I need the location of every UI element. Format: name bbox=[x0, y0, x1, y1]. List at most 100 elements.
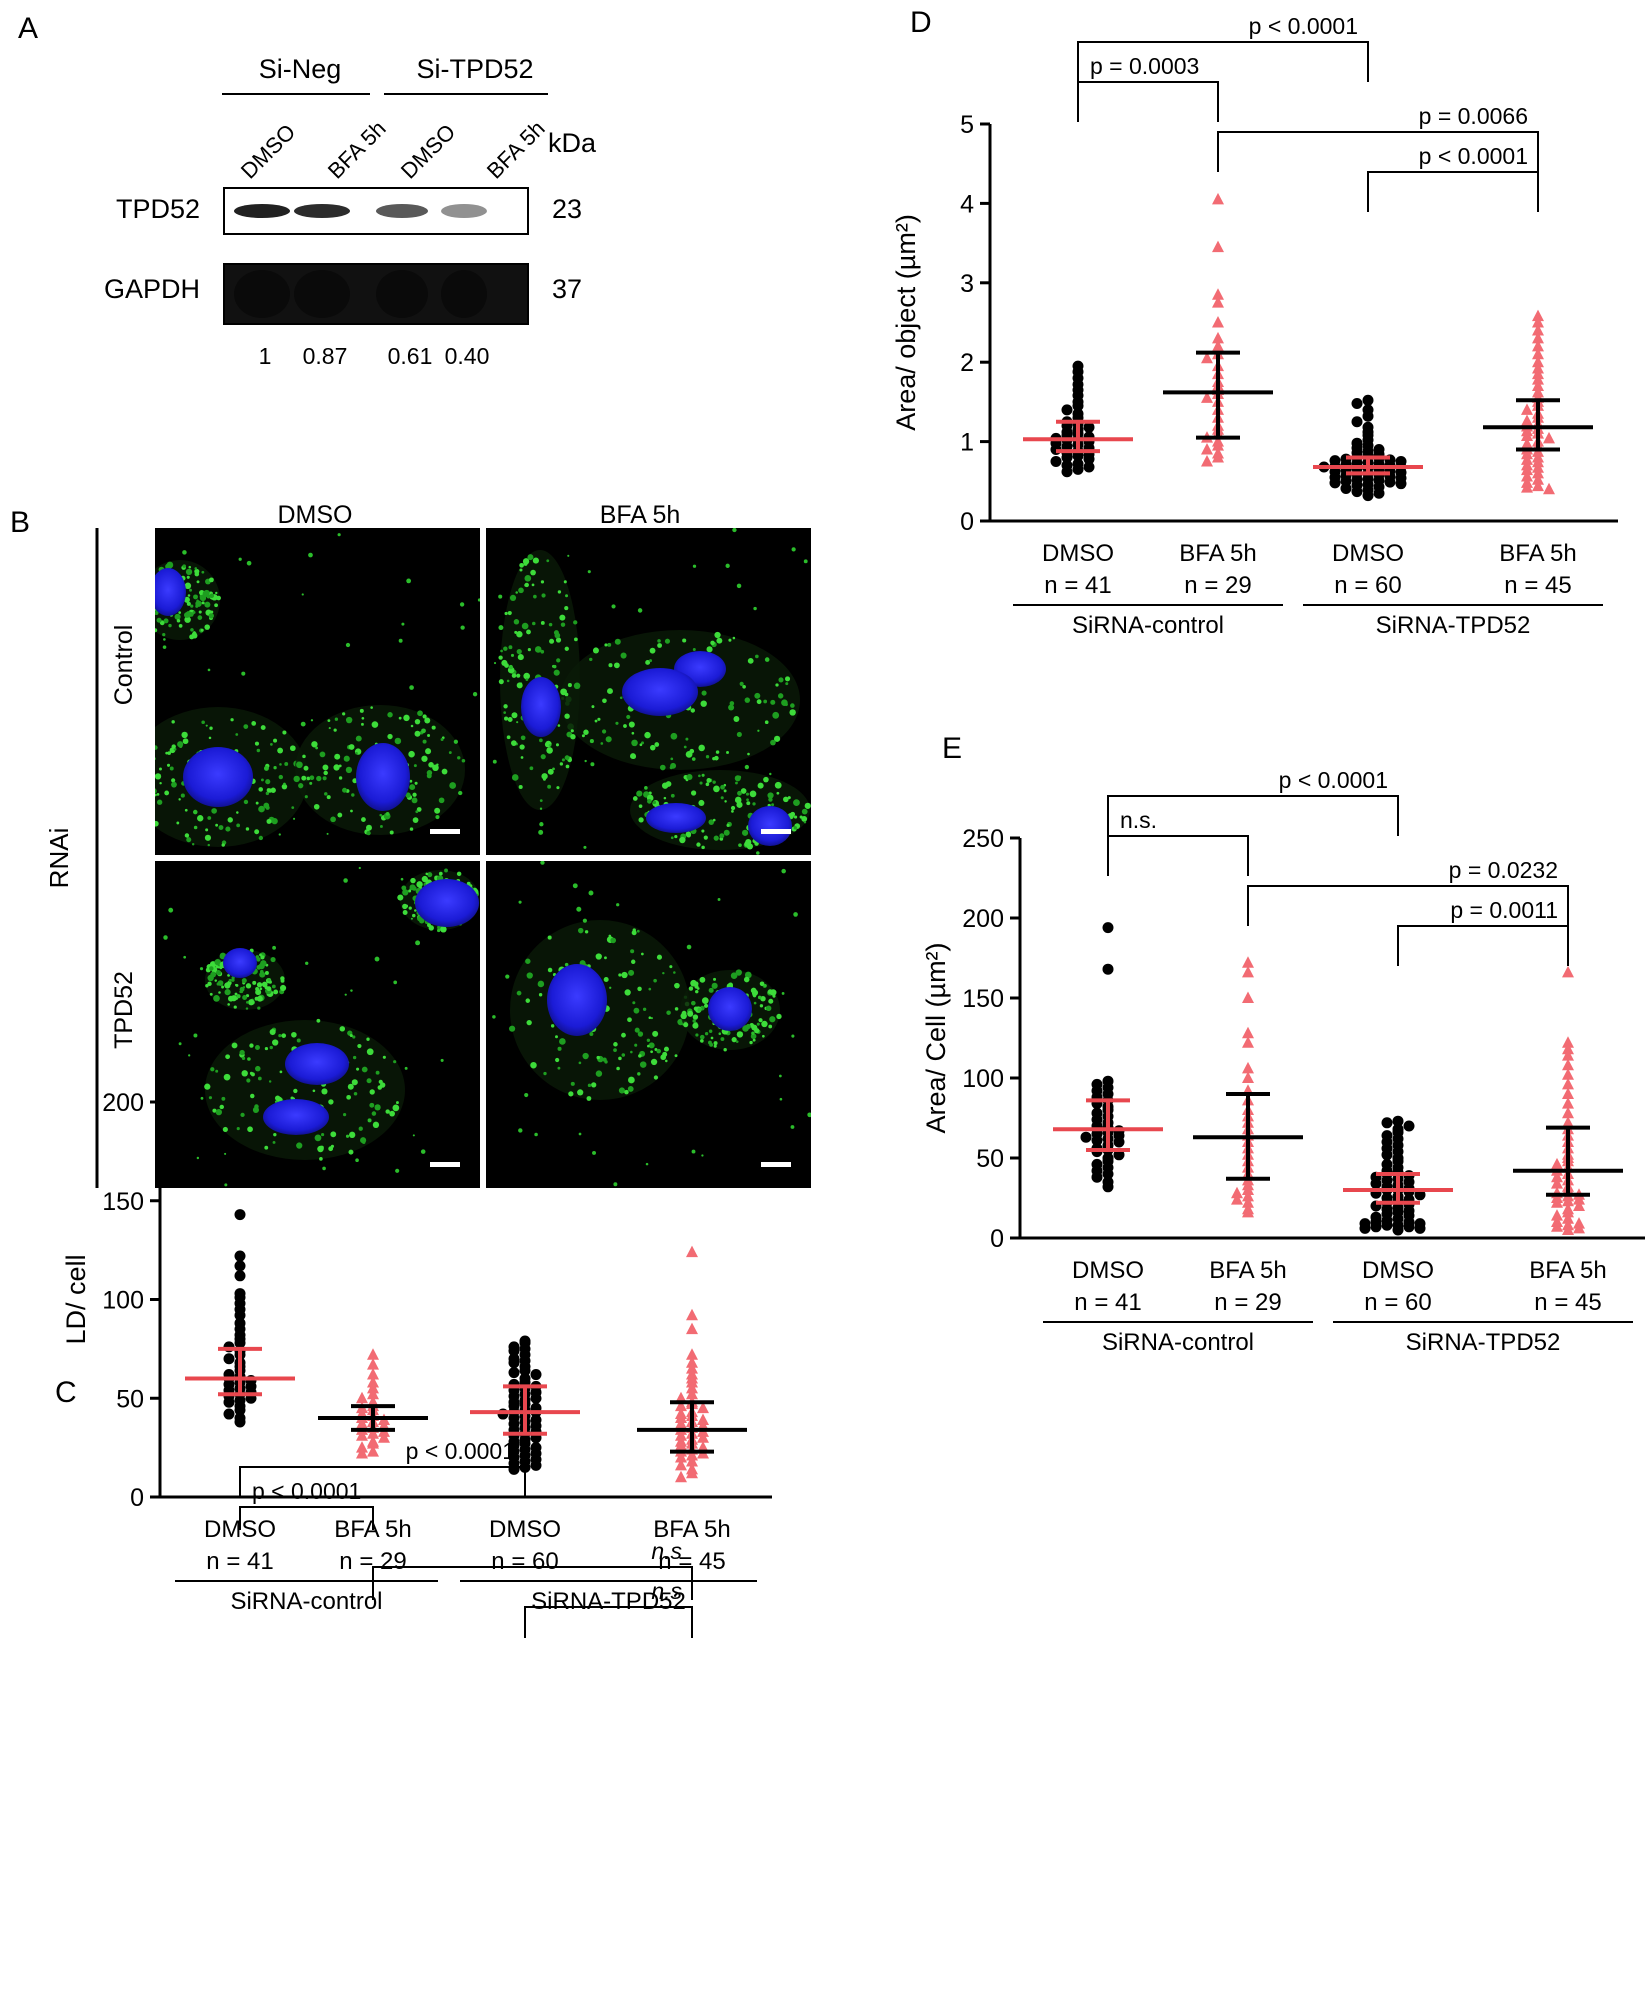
significance-bracket: p = 0.0066 bbox=[1217, 103, 1539, 172]
lipid-droplet-dot bbox=[224, 982, 231, 989]
nucleus bbox=[708, 987, 752, 1031]
lipid-droplet-dot bbox=[238, 557, 242, 561]
data-point bbox=[367, 1437, 379, 1449]
lipid-droplet-dot bbox=[209, 966, 214, 971]
lipid-droplet-dot bbox=[756, 1022, 760, 1026]
y-axis-label: Area/ Cell (µm²) bbox=[921, 942, 951, 1133]
lipid-droplet-dot bbox=[313, 803, 320, 810]
data-point bbox=[686, 1466, 698, 1479]
lipid-droplet-dot bbox=[243, 724, 249, 729]
lipid-droplet-dot bbox=[248, 999, 255, 1006]
lipid-droplet-dot bbox=[326, 795, 331, 800]
data-point bbox=[1543, 482, 1555, 495]
lipid-droplet-dot bbox=[236, 994, 241, 999]
data-point bbox=[675, 1451, 687, 1463]
lipid-droplet-dot bbox=[773, 735, 781, 742]
data-point bbox=[234, 1337, 246, 1349]
lipid-droplet-dot bbox=[553, 669, 560, 676]
lipid-droplet-dot bbox=[245, 1007, 249, 1010]
lipid-droplet-dot bbox=[686, 944, 692, 950]
lipid-droplet-dot bbox=[790, 703, 795, 708]
lipid-droplet-dot bbox=[393, 980, 398, 985]
lipid-droplet-dot bbox=[498, 679, 504, 685]
lipid-droplet-dot bbox=[589, 1031, 594, 1036]
data-point bbox=[1362, 490, 1374, 502]
lipid-droplet-dot bbox=[701, 829, 705, 833]
lipid-droplet-dot bbox=[608, 663, 613, 668]
lipid-droplet-dot bbox=[396, 1101, 399, 1105]
lipid-droplet-dot bbox=[300, 721, 306, 727]
lipid-droplet-dot bbox=[628, 721, 635, 728]
lipid-droplet-dot bbox=[176, 619, 181, 623]
data-point bbox=[675, 1470, 687, 1483]
lipid-droplet-dot bbox=[621, 971, 628, 979]
data-point bbox=[1212, 240, 1224, 253]
lipid-droplet-dot bbox=[310, 719, 314, 722]
lipid-droplet-dot bbox=[321, 1133, 325, 1137]
lipid-droplet-dot bbox=[409, 685, 414, 690]
lane-label-4: BFA 5h bbox=[482, 116, 550, 184]
data-point bbox=[1102, 922, 1114, 934]
bracket-line bbox=[1077, 41, 1369, 82]
lipid-droplet-dot bbox=[708, 1040, 712, 1045]
lipid-droplet-dot bbox=[730, 972, 738, 980]
lipid-droplet-dot bbox=[301, 593, 304, 596]
data-point bbox=[1242, 1183, 1254, 1195]
lipid-droplet-dot bbox=[753, 1001, 757, 1005]
lipid-droplet-dot bbox=[228, 978, 232, 982]
lipid-droplet-dot bbox=[768, 1024, 773, 1029]
lipid-droplet-dot bbox=[188, 1054, 191, 1057]
x-category-label: DMSO bbox=[1042, 540, 1114, 567]
panel-letter-c: C bbox=[55, 1376, 77, 1409]
lipid-droplet-dot bbox=[734, 775, 741, 782]
lipid-droplet-dot bbox=[636, 790, 643, 797]
lipid-droplet-dot bbox=[361, 1066, 368, 1073]
lipid-droplet-dot bbox=[328, 727, 331, 730]
lipid-droplet-dot bbox=[723, 829, 730, 836]
data-point bbox=[686, 1454, 698, 1467]
lipid-droplet-dot bbox=[192, 610, 196, 614]
lipid-droplet-dot bbox=[686, 773, 693, 781]
x-n-label: n = 60 bbox=[1364, 1289, 1431, 1316]
lipid-droplet-dot bbox=[604, 643, 608, 647]
lipid-droplet-dot bbox=[314, 1134, 322, 1142]
lipid-droplet-dot bbox=[178, 624, 183, 628]
lipid-droplet-dot bbox=[623, 724, 627, 728]
lipid-droplet-dot bbox=[357, 1043, 362, 1049]
lipid-droplet-dot bbox=[241, 1056, 246, 1060]
lipid-droplet-dot bbox=[540, 754, 546, 760]
lipid-droplet-dot bbox=[559, 614, 566, 621]
lipid-droplet-dot bbox=[779, 1097, 783, 1101]
lipid-droplet-dot bbox=[472, 691, 478, 697]
data-point bbox=[1242, 956, 1254, 968]
lipid-droplet-dot bbox=[641, 741, 644, 745]
lipid-droplet-dot bbox=[803, 559, 808, 564]
lipid-droplet-dot bbox=[398, 638, 403, 643]
lipid-droplet-dot bbox=[412, 913, 416, 918]
lipid-droplet-dot bbox=[588, 890, 594, 896]
lipid-droplet-dot bbox=[508, 664, 513, 670]
data-point bbox=[1562, 1194, 1574, 1207]
lipid-droplet-dot bbox=[691, 1000, 696, 1006]
lipid-droplet-dot bbox=[639, 1061, 647, 1068]
lipid-droplet-dot bbox=[349, 1033, 353, 1038]
lipid-droplet-dot bbox=[601, 729, 607, 734]
bracket-label: p = 0.0011 bbox=[1450, 897, 1558, 923]
lipid-droplet-dot bbox=[754, 692, 761, 699]
data-point bbox=[234, 1416, 246, 1428]
lipid-droplet-dot bbox=[200, 628, 204, 632]
lipid-droplet-dot bbox=[591, 705, 595, 709]
lipid-droplet-dot bbox=[701, 690, 707, 696]
data-point bbox=[1329, 477, 1341, 489]
lipid-droplet-dot bbox=[506, 679, 510, 683]
lipid-droplet-dot bbox=[527, 554, 534, 561]
lipid-droplet-dot bbox=[699, 1034, 705, 1040]
nucleus bbox=[415, 879, 479, 927]
lipid-droplet-dot bbox=[203, 589, 210, 596]
lipid-droplet-dot bbox=[546, 559, 550, 563]
lipid-droplet-dot bbox=[198, 610, 202, 614]
lipid-droplet-dot bbox=[409, 784, 416, 791]
data-point bbox=[1414, 1189, 1426, 1201]
lipid-droplet-dot bbox=[572, 883, 578, 889]
lipid-droplet-dot bbox=[790, 811, 796, 817]
